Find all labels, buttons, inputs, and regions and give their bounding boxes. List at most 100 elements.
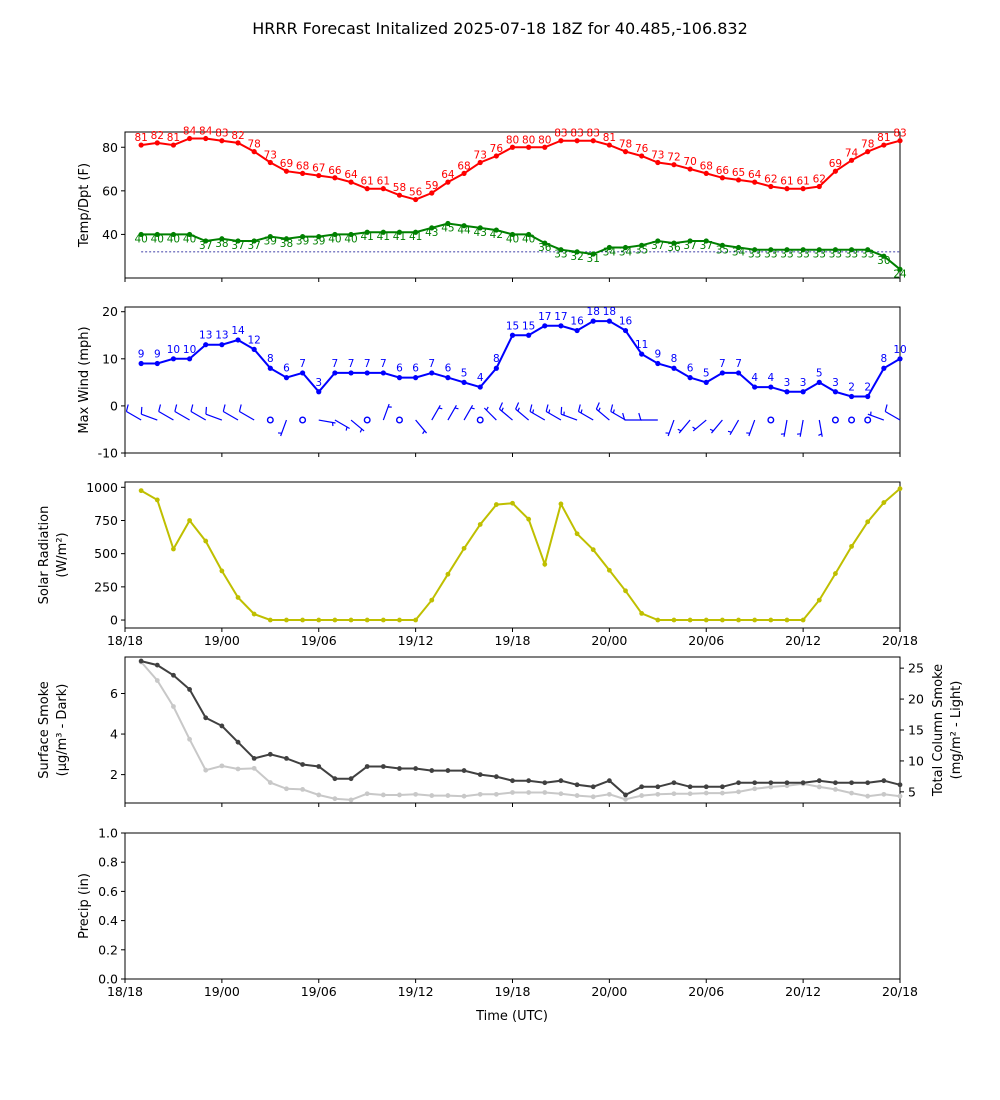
- dewpoint-point: [332, 231, 338, 238]
- dewpoint-label: 40: [344, 233, 357, 245]
- y-tick-label: 80: [102, 140, 118, 155]
- y-axis-label-units: (W/m²): [55, 532, 70, 577]
- wind-barb-shaft: [126, 411, 142, 421]
- max-wind-point: [881, 365, 887, 371]
- max-wind-point: [639, 351, 645, 357]
- dewpoint-label: 41: [377, 231, 390, 243]
- temperature-point: [300, 170, 306, 177]
- x-tick-label: 18/18: [107, 633, 143, 648]
- dewpoint-point: [832, 247, 839, 253]
- max-wind-point: [574, 327, 580, 334]
- solar-radiation-point: [639, 611, 645, 616]
- calm-wind-circle: [831, 416, 839, 424]
- max-wind-point: [267, 365, 273, 371]
- y-tick-label: 250: [94, 579, 118, 594]
- temperature-point: [784, 186, 790, 192]
- temperature-point: [848, 157, 855, 163]
- panel-precip: 18/18 19/00 19/06 19/12 19/18 20/00 20/06 20/12…: [77, 826, 918, 1000]
- solar-radiation-point: [833, 571, 838, 576]
- dewpoint-point: [235, 238, 241, 244]
- solar-radiation-point: [364, 617, 370, 623]
- temperature-label: 80: [506, 134, 519, 146]
- max-wind-label: 8: [671, 353, 678, 365]
- temperature-label: 78: [619, 139, 632, 151]
- total-column-smoke-point: [881, 791, 887, 797]
- wind-barb-feather: [515, 402, 520, 410]
- temperature-point: [413, 196, 419, 203]
- dewpoint-point: [396, 229, 403, 235]
- max-wind-point: [461, 379, 467, 385]
- y2-axis-label: Total Column Smoke: [931, 664, 946, 797]
- max-wind-label: 9: [154, 349, 161, 361]
- temperature-point: [138, 142, 144, 148]
- temperature-label: 70: [683, 156, 696, 168]
- y-tick-label: 0.4: [98, 913, 118, 928]
- temperature-label: 59: [425, 180, 438, 192]
- temperature-point: [348, 179, 354, 185]
- x-tick-label: 19/06: [301, 633, 337, 648]
- dewpoint-point: [509, 231, 516, 238]
- max-wind-point: [396, 375, 403, 381]
- wind-barb-half-feather: [485, 406, 489, 411]
- max-wind-point: [186, 356, 193, 362]
- solar-radiation-point: [413, 617, 419, 623]
- max-wind-point: [251, 346, 257, 352]
- temperature-label: 64: [344, 169, 358, 181]
- solar-radiation-point: [332, 617, 338, 623]
- max-wind-point: [300, 370, 306, 376]
- solar-radiation-line: [140, 487, 901, 621]
- wind-barb-shaft: [190, 411, 207, 421]
- solar-radiation-point: [752, 617, 758, 623]
- total-column-smoke-point: [574, 793, 580, 798]
- x-tick-label: 19/00: [204, 984, 240, 999]
- dewpoint-label: 41: [409, 231, 422, 243]
- max-wind-point: [235, 337, 241, 343]
- dewpoint-point: [138, 231, 144, 238]
- temperature-label: 65: [732, 167, 745, 179]
- solar-radiation-point: [154, 497, 160, 503]
- max-wind-point: [687, 375, 693, 381]
- dewpoint-label: 40: [328, 233, 341, 245]
- temperature-label: 56: [409, 187, 423, 199]
- temperature-label: 76: [635, 143, 649, 155]
- total-column-smoke-point: [332, 796, 338, 802]
- dewpoint-point: [267, 233, 273, 240]
- dewpoint-point: [526, 231, 532, 238]
- dewpoint-label: 33: [813, 249, 826, 261]
- y-tick-label: 0: [110, 398, 118, 413]
- dewpoint-label: 35: [635, 244, 648, 256]
- dewpoint-point: [816, 247, 822, 253]
- max-wind-point: [509, 332, 516, 338]
- dewpoint-label: 33: [780, 249, 793, 261]
- dewpoint-label: 34: [619, 246, 633, 258]
- temperature-point: [574, 138, 580, 144]
- temperature-point: [687, 166, 693, 172]
- total-column-smoke-point: [897, 793, 903, 799]
- max-wind-label: 10: [893, 344, 906, 356]
- max-wind-label: 3: [315, 377, 322, 389]
- y-axis-label: Max Wind (mph): [77, 326, 92, 433]
- surface-smoke-point: [445, 768, 451, 773]
- surface-smoke-point: [154, 662, 160, 668]
- surface-smoke-point: [397, 766, 402, 771]
- solar-radiation-point: [768, 617, 774, 623]
- wind-barb-half-feather: [501, 407, 504, 412]
- dewpoint-point: [251, 238, 257, 244]
- wind-barb-half-feather: [727, 430, 732, 433]
- wind-barb-feather: [205, 406, 208, 415]
- max-wind-point: [526, 332, 532, 338]
- total-column-smoke-point: [300, 786, 306, 792]
- y-tick-label: 0: [110, 613, 118, 628]
- total-column-smoke-point: [251, 765, 257, 771]
- total-column-smoke-point: [865, 793, 871, 799]
- dewpoint-label: 41: [393, 231, 406, 243]
- x-tick-label: 20/06: [688, 633, 724, 648]
- max-wind-label: 4: [767, 372, 774, 384]
- dewpoint-label: 33: [554, 249, 567, 261]
- total-column-smoke-point: [849, 790, 854, 796]
- surface-smoke-point: [800, 780, 806, 786]
- dewpoint-point: [735, 244, 742, 251]
- y-tick-label: 4: [110, 727, 118, 742]
- temperature-point: [590, 138, 596, 144]
